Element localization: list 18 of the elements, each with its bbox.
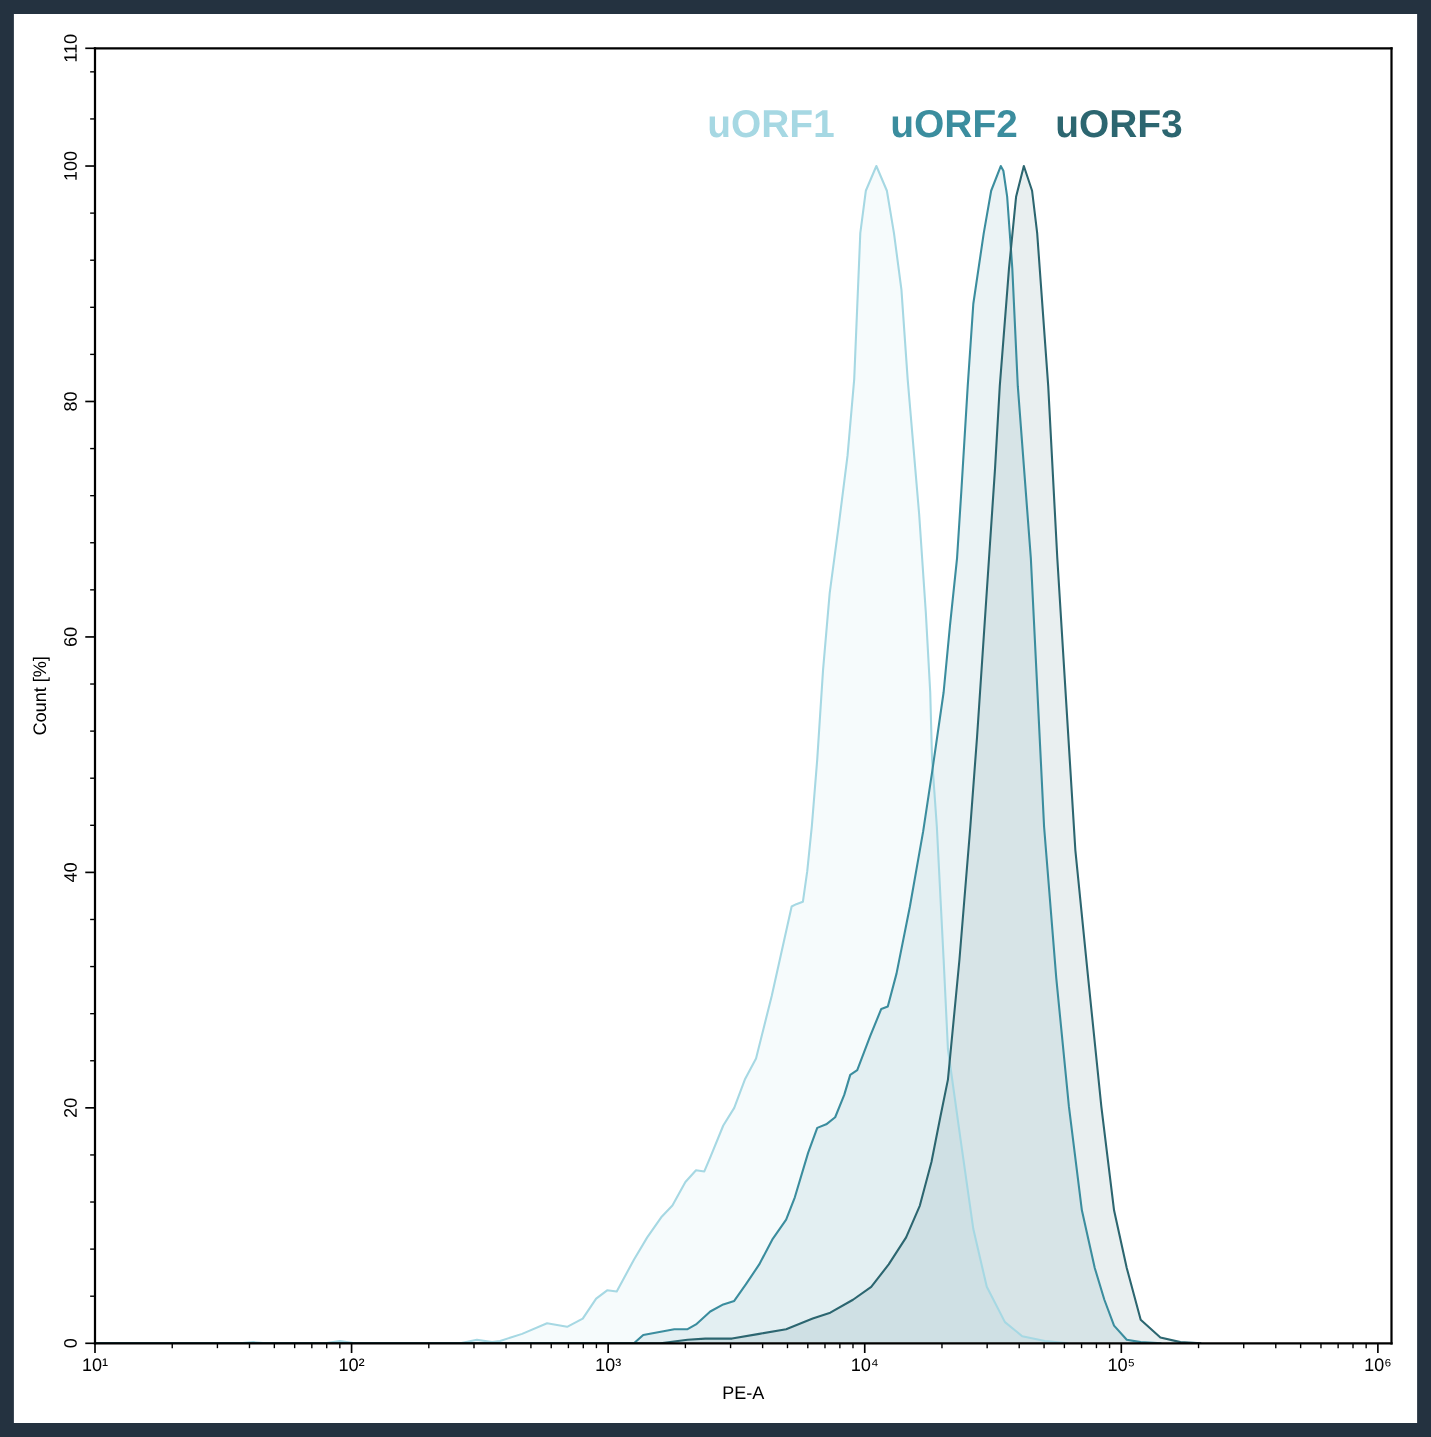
y-tick-label: 60 bbox=[64, 627, 77, 647]
series-label: uORF2 bbox=[892, 109, 1017, 138]
series-label: uORF3 bbox=[1057, 109, 1182, 138]
x-tick-label: 10⁵ bbox=[1108, 1358, 1134, 1372]
x-tick-label: 10² bbox=[339, 1358, 365, 1372]
y-tick-label: 100 bbox=[64, 151, 77, 180]
y-tick-label: 20 bbox=[64, 1098, 77, 1117]
y-axis-title: Count [%] bbox=[32, 657, 50, 735]
x-tick-label: 10⁶ bbox=[1365, 1358, 1391, 1372]
y-tick-label: 110 bbox=[64, 34, 77, 62]
x-tick-label: 10³ bbox=[596, 1358, 621, 1372]
series-label: uORF1 bbox=[709, 109, 834, 138]
x-tick-label: 10⁴ bbox=[852, 1358, 878, 1372]
x-axis-title: PE-A bbox=[723, 1386, 765, 1399]
x-tick-label: 10¹ bbox=[83, 1358, 108, 1372]
y-tick-label: 80 bbox=[64, 392, 77, 411]
y-tick-label: 40 bbox=[64, 863, 77, 883]
y-tick-label: 0 bbox=[64, 1338, 77, 1348]
